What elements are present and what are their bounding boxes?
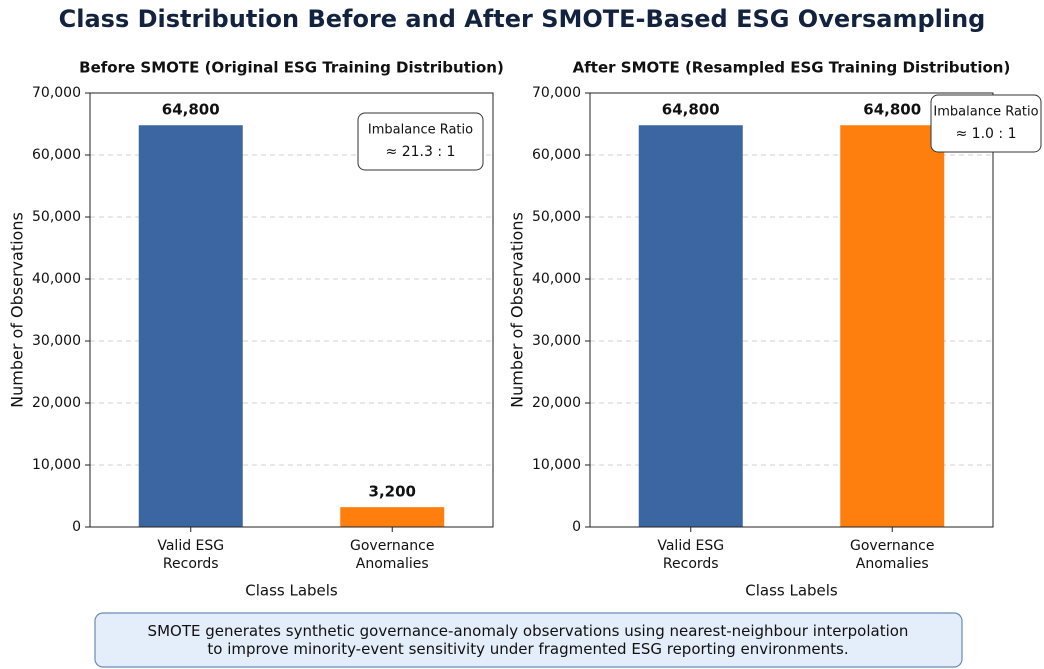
y-tick-label: 50,000: [532, 209, 581, 225]
y-tick-label: 10,000: [32, 457, 81, 473]
bar: [340, 507, 445, 527]
y-tick-label: 30,000: [32, 333, 81, 349]
x-tick-label: Governance Anomalies: [850, 538, 934, 572]
bar: [138, 125, 243, 528]
x-tick-label: Valid ESG Records: [157, 538, 224, 572]
y-tick-label: 0: [72, 519, 81, 535]
annotation-title: Imbalance Ratio: [368, 123, 473, 138]
y-axis-label: Number of Observations: [508, 212, 527, 408]
subplot-title: After SMOTE (Resampled ESG Training Dist…: [573, 59, 1011, 77]
y-tick-label: 50,000: [32, 209, 81, 225]
y-tick-label: 20,000: [32, 395, 81, 411]
annotation-text: ≈ 1.0 : 1: [956, 126, 1017, 142]
note-box: [94, 612, 963, 668]
x-axis-label: Class Labels: [245, 582, 338, 600]
axes-frame: [589, 92, 994, 528]
x-tick-label: Governance Anomalies: [350, 538, 434, 572]
value-label: 64,800: [863, 101, 921, 119]
x-tick-label: Valid ESG Records: [657, 538, 724, 572]
subplot-title: Before SMOTE (Original ESG Training Dist…: [79, 59, 504, 77]
value-label: 64,800: [662, 101, 720, 119]
y-axis-label: Number of Observations: [8, 212, 27, 408]
y-tick-label: 60,000: [532, 147, 581, 163]
y-tick-label: 70,000: [532, 85, 581, 101]
value-label: 64,800: [162, 101, 220, 119]
annotation-box: [930, 94, 1042, 153]
y-tick-label: 40,000: [32, 271, 81, 287]
y-tick-label: 0: [572, 519, 581, 535]
value-label: 3,200: [369, 483, 416, 501]
y-tick-label: 10,000: [532, 457, 581, 473]
axes-frame: [89, 92, 494, 528]
x-axis-label: Class Labels: [745, 582, 838, 600]
y-tick-label: 70,000: [32, 85, 81, 101]
annotation-text: ≈ 21.3 : 1: [386, 144, 456, 160]
annotation-box: [357, 112, 484, 171]
y-tick-label: 60,000: [32, 147, 81, 163]
bar: [840, 125, 945, 528]
y-tick-label: 30,000: [532, 333, 581, 349]
bar: [638, 125, 743, 528]
note: SMOTE generates synthetic governance-ano…: [148, 622, 909, 658]
y-tick-label: 20,000: [532, 395, 581, 411]
figure-title: Class Distribution Before and After SMOT…: [59, 5, 986, 33]
y-tick-label: 40,000: [532, 271, 581, 287]
annotation-title: Imbalance Ratio: [933, 105, 1038, 120]
